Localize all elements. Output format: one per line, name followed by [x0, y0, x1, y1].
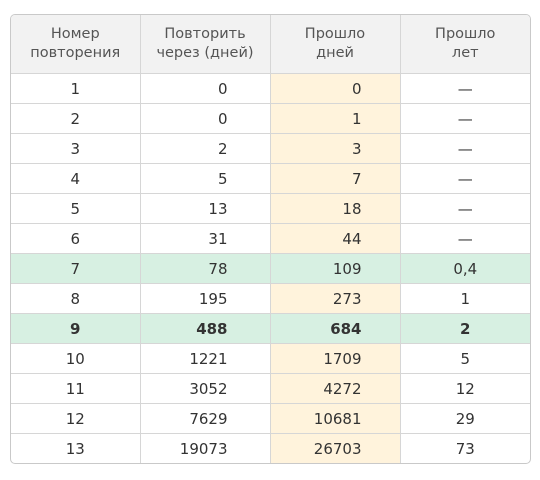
table-row: 2 0 1— — [11, 103, 530, 134]
header-line: Повторить — [164, 26, 246, 42]
cell-years-passed: — — [400, 73, 530, 104]
cell-repetition-number: 9 — [11, 313, 141, 344]
table-header-row: Номер повторения Повторить через (дней) … — [11, 15, 530, 74]
cell-repetition-number: 12 — [11, 403, 141, 434]
cell-repetition-number: 11 — [11, 373, 141, 404]
cell-days-passed: 684 — [270, 313, 401, 344]
table-row: 5 13 18— — [11, 193, 530, 224]
cell-repetition-number: 2 — [11, 103, 141, 134]
table-row: 6 31 44— — [11, 223, 530, 254]
table-row: 13 19073 26703 73 — [11, 433, 530, 463]
header-line: дней — [316, 45, 354, 61]
table-row: 1 0 0— — [11, 73, 530, 104]
cell-years-passed: — — [400, 163, 530, 194]
cell-repeat-after: 2 — [140, 133, 271, 164]
cell-repetition-number: 1 — [11, 73, 141, 104]
cell-repetition-number: 13 — [11, 433, 141, 463]
table-row: 11 3052 4272 12 — [11, 373, 530, 404]
cell-repeat-after: 7629 — [140, 403, 271, 434]
table-row: 8 195 273 1 — [11, 283, 530, 314]
cell-repeat-after: 1221 — [140, 343, 271, 374]
cell-days-passed: 273 — [270, 283, 401, 314]
cell-days-passed: 1709 — [270, 343, 401, 374]
cell-years-passed: — — [400, 103, 530, 134]
table-row: 4 5 7— — [11, 163, 530, 194]
header-line: Прошло — [435, 26, 496, 42]
cell-repeat-after: 195 — [140, 283, 271, 314]
cell-repeat-after: 5 — [140, 163, 271, 194]
header-line: лет — [451, 45, 479, 61]
cell-repeat-after: 78 — [140, 253, 271, 284]
cell-days-passed: 7 — [270, 163, 401, 194]
cell-days-passed: 44 — [270, 223, 401, 254]
cell-repeat-after: 488 — [140, 313, 271, 344]
cell-years-passed: 29 — [400, 403, 530, 434]
header-repetition-number: Номер повторения — [11, 15, 141, 74]
cell-repeat-after: 13 — [140, 193, 271, 224]
cell-days-passed: 10681 — [270, 403, 401, 434]
cell-years-passed: 2 — [400, 313, 530, 344]
cell-days-passed: 26703 — [270, 433, 401, 463]
table-row: 3 2 3— — [11, 133, 530, 164]
cell-days-passed: 0 — [270, 73, 401, 104]
cell-years-passed: 5 — [400, 343, 530, 374]
cell-repeat-after: 0 — [140, 73, 271, 104]
cell-days-passed: 4272 — [270, 373, 401, 404]
cell-repetition-number: 10 — [11, 343, 141, 374]
cell-repetition-number: 5 — [11, 193, 141, 224]
table-row: 9 488 684 2 — [11, 313, 530, 344]
cell-years-passed: — — [400, 223, 530, 254]
cell-repetition-number: 4 — [11, 163, 141, 194]
header-years-passed: Прошло лет — [400, 15, 530, 74]
cell-days-passed: 18 — [270, 193, 401, 224]
cell-repetition-number: 3 — [11, 133, 141, 164]
cell-years-passed: 0,4 — [400, 253, 530, 284]
cell-years-passed: 12 — [400, 373, 530, 404]
cell-days-passed: 109 — [270, 253, 401, 284]
table-body: 1 0 0—2 0 1—3 2 3—4 5 7—5 13 18—6 31 44—7 78 109 0,4 8 19… — [11, 73, 530, 463]
cell-repeat-after: 19073 — [140, 433, 271, 463]
cell-days-passed: 3 — [270, 133, 401, 164]
table-row: 12 7629 10681 29 — [11, 403, 530, 434]
cell-repeat-after: 31 — [140, 223, 271, 254]
cell-years-passed: — — [400, 193, 530, 224]
cell-repetition-number: 7 — [11, 253, 141, 284]
cell-repetition-number: 6 — [11, 223, 141, 254]
header-line: через (дней) — [156, 45, 254, 61]
cell-repeat-after: 3052 — [140, 373, 271, 404]
cell-repetition-number: 8 — [11, 283, 141, 314]
cell-repeat-after: 0 — [140, 103, 271, 134]
table-row: 10 1221 1709 5 — [11, 343, 530, 374]
table-row: 7 78 109 0,4 — [11, 253, 530, 284]
cell-years-passed: 73 — [455, 439, 475, 458]
repetition-table-container: Номер повторения Повторить через (дней) … — [10, 14, 531, 464]
cell-years-passed: 1 — [400, 283, 530, 314]
repetition-table: Номер повторения Повторить через (дней) … — [11, 15, 530, 463]
cell-days-passed: 1 — [270, 103, 401, 134]
header-line: Прошло — [304, 26, 366, 42]
header-days-passed: Прошло дней — [270, 15, 401, 74]
header-line: Номер — [50, 26, 100, 42]
header-repeat-after: Повторить через (дней) — [140, 15, 271, 74]
cell-years-passed: — — [400, 133, 530, 164]
header-line: повторения — [30, 45, 121, 61]
